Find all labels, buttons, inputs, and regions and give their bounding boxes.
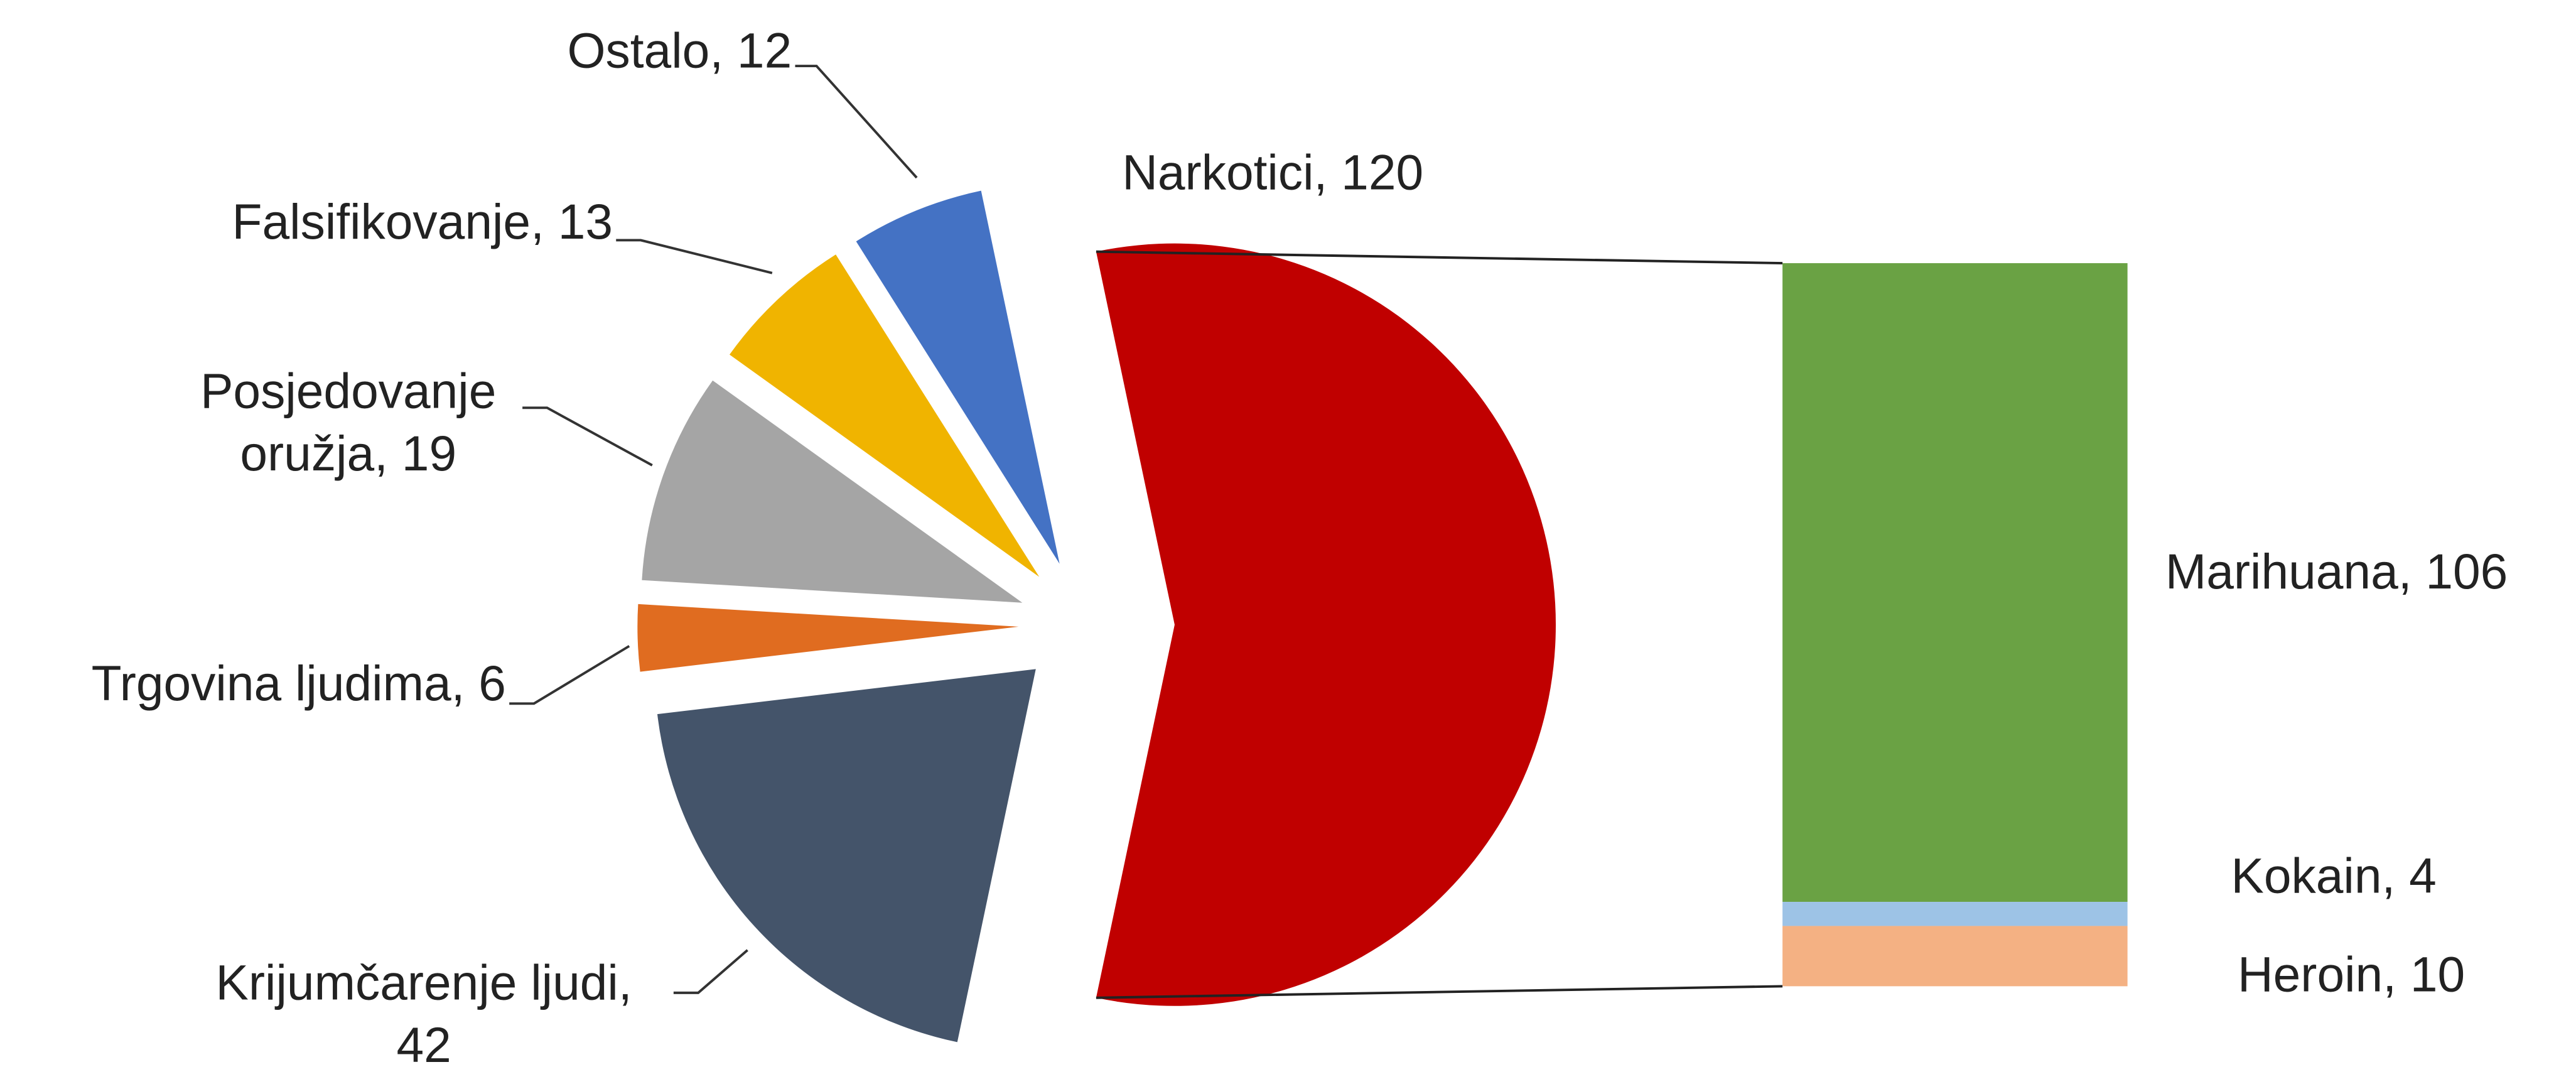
data-label: Falsifikovanje, 13 [232, 194, 613, 249]
leader-line [616, 239, 773, 274]
data-label: Trgovina ljudima, 6 [92, 656, 506, 711]
data-label-line: Kokain, 4 [2231, 848, 2436, 903]
pie-slice [642, 380, 1023, 603]
data-label-line: Marihuana, 106 [2165, 544, 2508, 599]
leader-line [673, 949, 748, 994]
data-label-line: Ostalo, 12 [567, 23, 792, 78]
leader-line [795, 65, 918, 179]
pie-slice [657, 669, 1036, 1043]
data-label: Krijumčarenje ljudi, 42 [216, 955, 632, 1067]
leader-line [522, 406, 653, 467]
bar-segment [1782, 263, 2128, 902]
connector-line [1096, 985, 1783, 999]
bar-segment [1782, 902, 2128, 926]
data-label-line: Trgovina ljudima, 6 [92, 656, 506, 711]
pie-slice [637, 604, 1019, 672]
bar-segment [1782, 926, 2128, 987]
pie-slice [730, 254, 1040, 577]
data-label-line: 42 [396, 1017, 451, 1067]
data-label-line: Narkotici, 120 [1122, 144, 1423, 200]
data-label-line: Heroin, 10 [2238, 946, 2465, 1002]
data-label: Kokain, 4 [2231, 848, 2436, 903]
data-label: Posjedovanje oružja, 19 [200, 363, 496, 480]
data-label-line: Krijumčarenje ljudi, [216, 955, 632, 1010]
data-label: Marihuana, 106 [2165, 544, 2508, 599]
data-label: Narkotici, 120 [1122, 144, 1423, 200]
data-label-line: Posjedovanje [200, 363, 496, 418]
pie-slice [1096, 243, 1556, 1006]
data-label-line: Falsifikovanje, 13 [232, 194, 613, 249]
leader-line [509, 645, 630, 705]
data-label-line: oružja, 19 [240, 426, 456, 481]
pie-slice [856, 190, 1060, 564]
connector-line [1096, 250, 1783, 265]
data-label: Heroin, 10 [2238, 946, 2465, 1002]
data-label: Ostalo, 12 [567, 23, 792, 78]
